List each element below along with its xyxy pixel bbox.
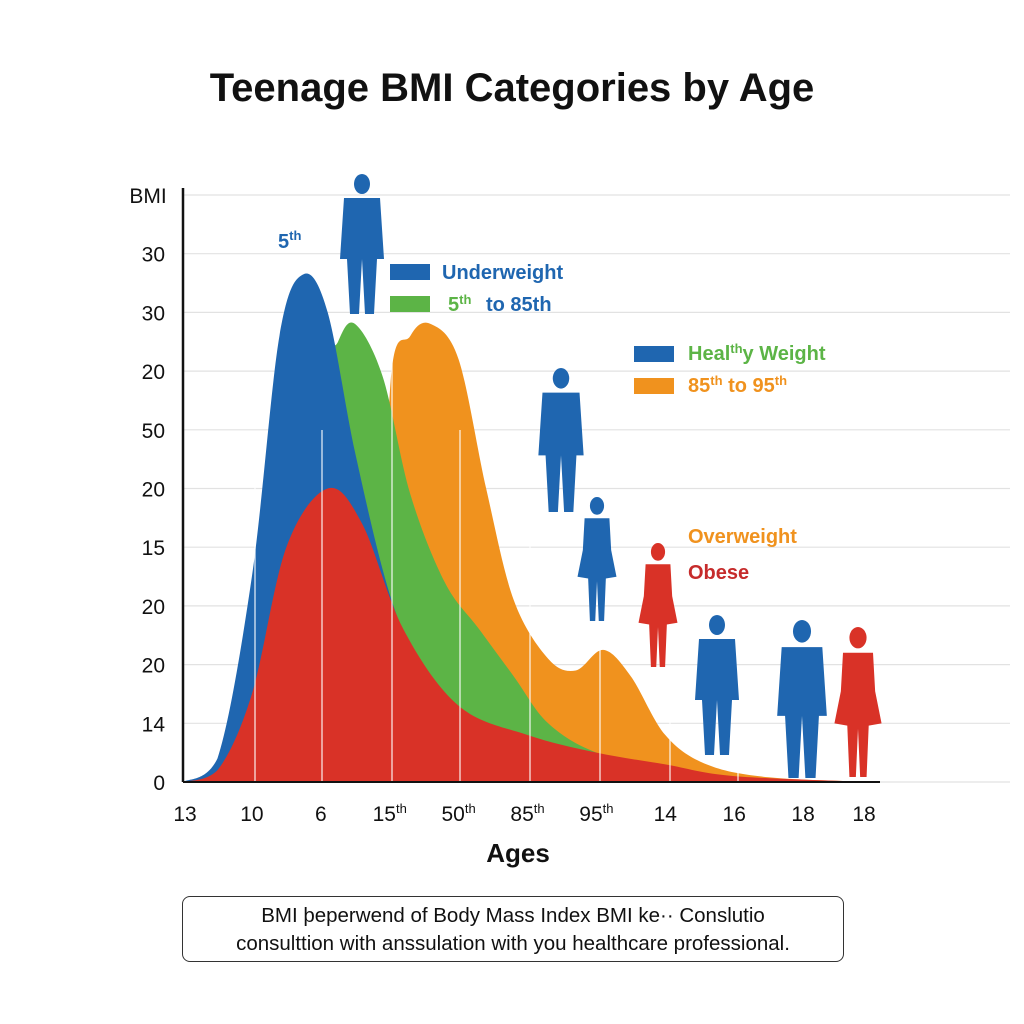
area-green [313, 322, 872, 782]
y-tick-label: 15 [142, 537, 165, 560]
x-tick-label: 16 [723, 803, 746, 826]
legend-label-85th-to-95th: 85th to 95th [688, 373, 787, 398]
body [340, 198, 384, 314]
head [792, 620, 812, 643]
y-tick-label: 30 [142, 302, 165, 325]
y-tick-label: 20 [142, 655, 165, 678]
x-tick-label: 18 [791, 803, 814, 826]
footnote-line: BMI þeperwend of Body Mass Index BMI ke·… [261, 904, 765, 927]
body [638, 564, 678, 667]
head [552, 368, 570, 389]
legend-label-to-85th: to 85th [486, 294, 552, 316]
y-axis-label: BMI [129, 185, 166, 208]
legend-label-underweight: Underweight [442, 262, 563, 284]
x-tick-label: 15th [373, 801, 407, 826]
x-tick-label: 50th [441, 801, 475, 826]
person-male-icon [777, 620, 827, 778]
body [834, 652, 882, 777]
body [577, 518, 617, 621]
y-tick-label: 20 [142, 361, 165, 384]
legend-label-overweight: Overweight [688, 526, 797, 548]
person-female-icon [638, 543, 678, 667]
person-female-icon [577, 497, 617, 621]
head [650, 543, 666, 561]
person-male-icon [538, 368, 584, 512]
legend-label-obese: Obese [688, 562, 749, 584]
x-tick-label: 18 [852, 803, 875, 826]
y-tick-label: 14 [142, 713, 166, 736]
x-tick-label: 95th [579, 801, 613, 826]
legend-swatch [634, 378, 674, 394]
head [709, 615, 725, 635]
y-tick-label: 30 [142, 244, 165, 267]
chart-title: Teenage BMI Categories by Age [209, 66, 815, 110]
x-axis-label: Ages [486, 838, 550, 868]
head [354, 174, 370, 194]
footnote-line: consulttion with anssulation with you he… [236, 932, 790, 955]
y-tick-label: 20 [142, 479, 165, 502]
y-tick-label: 0 [153, 772, 165, 795]
person-male-icon [695, 615, 739, 755]
person-male-icon [340, 174, 384, 314]
x-tick-label: 6 [315, 803, 327, 826]
legend-swatch [390, 264, 430, 280]
legend-label-healthy-weight: Healthy Weight [688, 341, 826, 366]
body [538, 392, 584, 512]
legend-label-5th: 5th [448, 292, 471, 317]
x-tick-label: 13 [173, 803, 196, 826]
legend-swatch [634, 346, 674, 362]
x-tick-label: 85th [510, 801, 544, 826]
y-tick-label: 20 [142, 596, 165, 619]
person-female-icon [834, 627, 882, 777]
footnote-box: BMI þeperwend of Body Mass Index BMI ke·… [182, 896, 844, 962]
body [777, 647, 827, 778]
x-tick-label: 10 [240, 803, 263, 826]
x-tick-label: 14 [654, 803, 678, 826]
y-tick-label: 50 [142, 420, 165, 443]
area-red [183, 487, 872, 782]
head [849, 627, 867, 649]
head [589, 497, 605, 515]
body [695, 639, 739, 755]
peak-label: 5th [278, 228, 301, 253]
legend-swatch [390, 296, 430, 312]
